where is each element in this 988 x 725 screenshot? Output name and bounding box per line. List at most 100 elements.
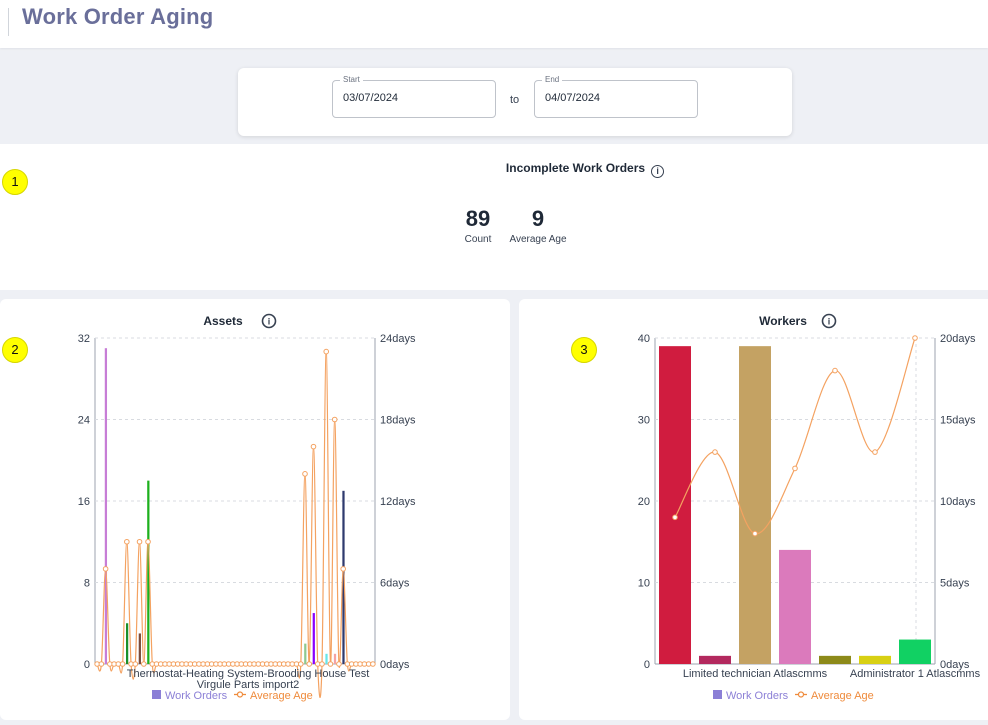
header-divider <box>8 8 9 36</box>
page-title: Work Order Aging <box>22 4 214 29</box>
right-tick-label: 5days <box>940 578 970 590</box>
x-tick-label: Administrator 1 Atlascmms <box>850 668 981 680</box>
average-age-point <box>136 538 143 545</box>
average-age-point <box>672 514 678 521</box>
average-age-point <box>102 566 109 572</box>
average-age-point <box>912 335 918 341</box>
callout-badge-1: 1 <box>2 169 28 195</box>
legend-average-age: Average Age <box>811 690 874 702</box>
average-age-point <box>319 661 325 667</box>
left-tick-label: 30 <box>638 415 650 427</box>
right-tick-label: 15days <box>940 415 976 427</box>
asset-bar <box>138 633 141 664</box>
asset-bar <box>325 653 328 664</box>
worker-bar <box>819 655 851 664</box>
right-tick-label: 20days <box>940 333 976 345</box>
worker-bar <box>779 549 811 664</box>
chart-title: Workers <box>759 314 807 328</box>
right-tick-label: 10days <box>940 496 976 508</box>
incomplete-title-row: Incomplete Work Orders i <box>0 159 988 178</box>
info-icon-glyph: i <box>268 317 271 327</box>
asset-bar <box>147 480 150 664</box>
left-tick-label: 24 <box>78 415 90 427</box>
left-tick-label: 10 <box>638 578 650 590</box>
workers-chart: Workers i 40 20days 30 15days 20 10days 10 5days 0… <box>638 313 981 702</box>
average-age-point <box>336 661 342 667</box>
average-age-point <box>297 661 304 667</box>
average-age-point <box>752 530 758 537</box>
legend-work-orders: Work Orders <box>165 690 228 702</box>
average-age-point <box>98 661 105 667</box>
right-tick-label: 12days <box>380 496 416 508</box>
left-tick-label: 20 <box>638 496 650 508</box>
asset-bar <box>333 653 337 664</box>
end-date-label: End <box>542 75 563 84</box>
average-age-point <box>302 471 308 477</box>
right-tick-label: 24days <box>380 333 416 345</box>
count-value: 89 <box>465 206 491 231</box>
callout-badge-2: 2 <box>2 337 28 363</box>
info-icon <box>261 313 277 329</box>
left-tick-label: 40 <box>638 333 650 345</box>
worker-bar <box>859 655 891 664</box>
worker-bar <box>899 639 931 664</box>
legend-work-orders-swatch <box>152 690 161 699</box>
worker-bar <box>739 346 771 664</box>
x-tick-label: Limited technician Atlascmms <box>683 668 828 680</box>
callout-badge-3: 3 <box>571 337 597 363</box>
asset-bar <box>104 348 108 664</box>
left-tick-label: 0 <box>84 659 90 671</box>
average-age-point <box>331 416 338 423</box>
x-tick-label: Thermostat-Heating System-Brooding House… <box>127 668 370 680</box>
legend-average-age-marker <box>236 691 244 698</box>
average-age-point <box>327 661 334 667</box>
asset-bar <box>304 643 307 664</box>
average-age-point <box>340 566 346 572</box>
end-date-input[interactable] <box>545 92 685 104</box>
chart-title: Assets <box>203 314 243 328</box>
average-age-point <box>323 348 330 355</box>
average-age-point <box>370 661 376 667</box>
info-icon <box>821 313 837 329</box>
average-age-line <box>674 337 916 535</box>
legend-work-orders-swatch <box>713 690 722 699</box>
average-age-point <box>124 538 130 545</box>
left-tick-label: 0 <box>644 659 650 671</box>
asset-bar <box>312 613 315 664</box>
start-date-label: Start <box>340 75 363 84</box>
asset-bar <box>125 623 129 664</box>
average-age-point <box>145 538 151 545</box>
left-tick-label: 16 <box>78 496 90 508</box>
average-age-line <box>96 350 373 698</box>
count-label: Count <box>464 234 492 245</box>
start-date-input[interactable] <box>343 92 483 104</box>
average-age-label: Average Age <box>509 234 567 245</box>
left-tick-label: 32 <box>78 333 90 345</box>
legend-average-age: Average Age <box>250 690 313 702</box>
average-age-point <box>140 661 147 667</box>
average-age-value: 9 <box>531 206 545 231</box>
legend-work-orders: Work Orders <box>726 690 789 702</box>
page-header: Work Order Aging <box>0 0 988 48</box>
info-icon-glyph: i <box>828 317 831 327</box>
info-icon[interactable]: i <box>651 165 665 178</box>
right-tick-label: 0days <box>380 659 410 671</box>
asset-bar <box>342 490 345 664</box>
average-age-point <box>310 443 317 450</box>
legend-average-age-marker <box>797 691 805 698</box>
right-tick-label: 0days <box>940 659 970 671</box>
worker-bar <box>699 655 731 664</box>
start-date-field[interactable]: Start <box>332 75 496 118</box>
left-tick-label: 8 <box>84 578 90 590</box>
average-age-point <box>832 367 838 374</box>
x-tick-label: Virgule Parts import2 <box>197 679 300 691</box>
right-tick-label: 18days <box>380 415 416 427</box>
date-separator: to <box>510 94 520 106</box>
right-tick-label: 6days <box>380 578 410 590</box>
workers-panel: Workers i 40 20days 30 15days 20 10days 10 5days 0… <box>519 299 988 720</box>
average-age-point <box>306 661 313 667</box>
end-date-field[interactable]: End <box>534 75 698 118</box>
incomplete-title: Incomplete Work Orders <box>505 161 646 175</box>
incomplete-work-orders-section: Incomplete Work Orders i 89 Count 9 Avera… <box>0 144 988 290</box>
average-age-point <box>119 661 126 667</box>
